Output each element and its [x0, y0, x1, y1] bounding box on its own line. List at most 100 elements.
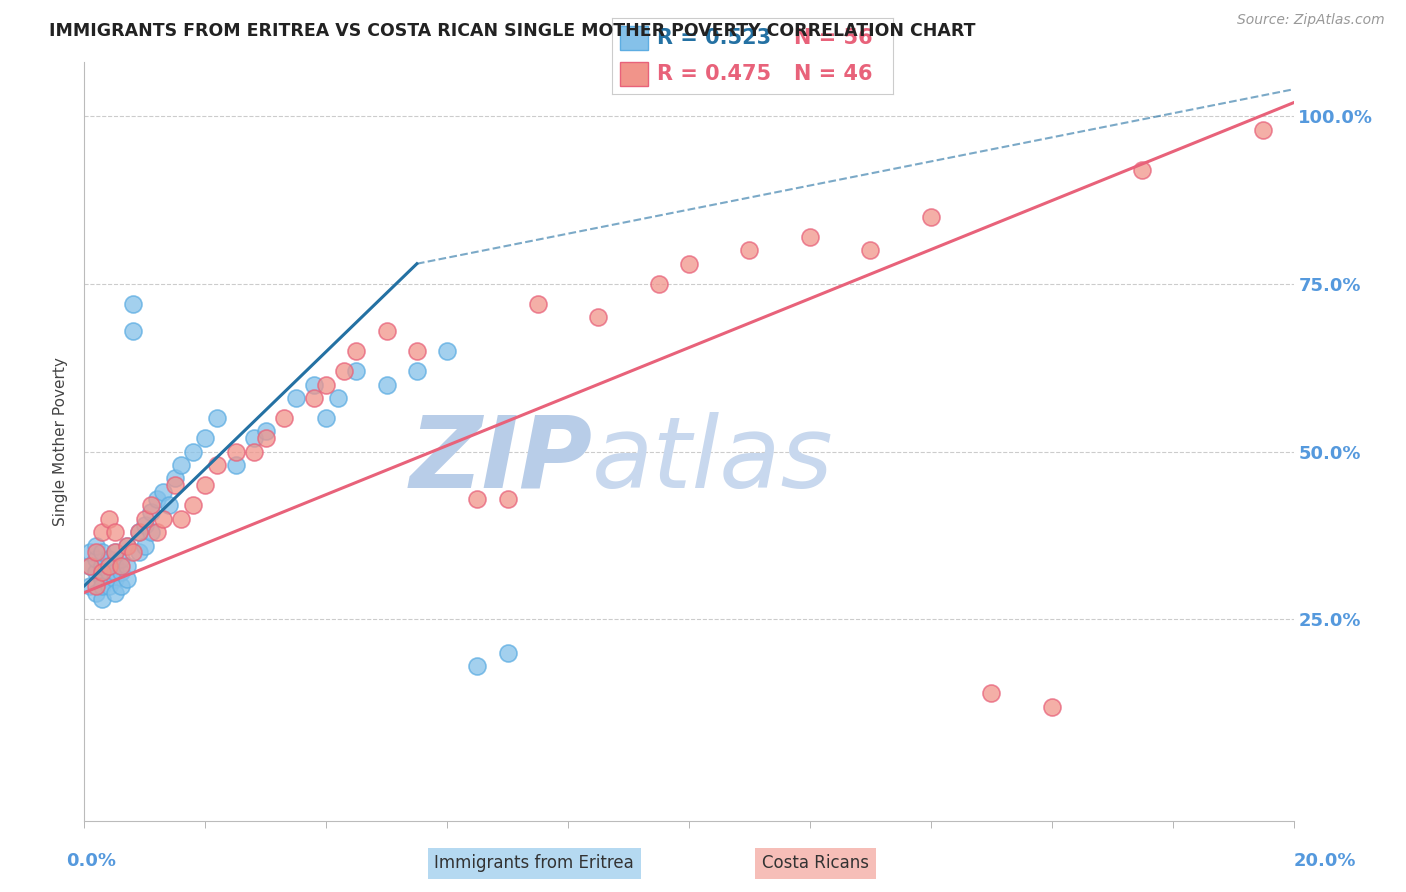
Point	[115, 572, 138, 586]
Point	[121, 297, 143, 311]
Text: N = 56: N = 56	[794, 29, 873, 48]
Text: Source: ZipAtlas.com: Source: ZipAtlas.com	[1237, 13, 1385, 28]
Point	[165, 471, 187, 485]
Point	[302, 377, 325, 392]
Point	[152, 484, 174, 499]
Point	[104, 545, 127, 559]
Point	[799, 230, 821, 244]
Point	[104, 558, 127, 573]
Point	[97, 558, 120, 573]
Point	[104, 585, 127, 599]
Point	[115, 558, 138, 573]
Point	[79, 558, 101, 573]
Point	[467, 659, 489, 673]
Point	[285, 391, 308, 405]
Point	[121, 545, 143, 559]
Point	[302, 391, 325, 405]
Point	[194, 431, 217, 445]
Text: 0.0%: 0.0%	[66, 852, 117, 870]
Point	[242, 444, 264, 458]
Point	[920, 210, 942, 224]
Text: 20.0%: 20.0%	[1294, 852, 1355, 870]
Point	[134, 518, 156, 533]
Point	[207, 458, 229, 472]
Point	[254, 425, 277, 439]
FancyBboxPatch shape	[620, 26, 648, 51]
Point	[128, 525, 150, 540]
Point	[181, 444, 204, 458]
Point	[467, 491, 489, 506]
Point	[91, 566, 114, 580]
Point	[436, 343, 458, 358]
Point	[738, 244, 761, 258]
Point	[121, 324, 143, 338]
Point	[496, 491, 519, 506]
Point	[79, 579, 101, 593]
Text: Immigrants from Eritrea: Immigrants from Eritrea	[434, 855, 634, 872]
Point	[104, 572, 127, 586]
Point	[225, 444, 247, 458]
Point	[115, 539, 138, 553]
Point	[110, 566, 132, 580]
Point	[273, 411, 295, 425]
Point	[406, 343, 429, 358]
Y-axis label: Single Mother Poverty: Single Mother Poverty	[53, 357, 69, 526]
Point	[678, 257, 700, 271]
Point	[79, 545, 101, 559]
Text: atlas: atlas	[592, 412, 834, 509]
Text: R = 0.523: R = 0.523	[657, 29, 770, 48]
Point	[97, 558, 120, 573]
Point	[134, 539, 156, 553]
Point	[1253, 122, 1275, 136]
Text: ZIP: ZIP	[409, 412, 592, 509]
Point	[1130, 162, 1153, 177]
Point	[859, 244, 882, 258]
Point	[110, 552, 132, 566]
Point	[115, 539, 138, 553]
Point	[181, 498, 204, 512]
Point	[170, 458, 193, 472]
Point	[254, 431, 277, 445]
Point	[406, 364, 429, 378]
Point	[86, 552, 108, 566]
Point	[146, 491, 169, 506]
Text: R = 0.475: R = 0.475	[657, 64, 770, 84]
Text: N = 46: N = 46	[794, 64, 873, 84]
Point	[139, 505, 162, 519]
Point	[91, 592, 114, 607]
Point	[157, 498, 180, 512]
Point	[333, 364, 356, 378]
Point	[139, 525, 162, 540]
Point	[128, 525, 150, 540]
Point	[146, 525, 169, 540]
Point	[194, 478, 217, 492]
Point	[134, 512, 156, 526]
Point	[97, 579, 120, 593]
Point	[86, 579, 108, 593]
Point	[375, 377, 398, 392]
Point	[97, 566, 120, 580]
Text: Costa Ricans: Costa Ricans	[762, 855, 869, 872]
Point	[980, 686, 1002, 700]
Point	[86, 545, 108, 559]
Point	[648, 277, 671, 291]
Point	[86, 566, 108, 580]
Point	[165, 478, 187, 492]
Point	[170, 512, 193, 526]
Point	[1040, 699, 1063, 714]
Point	[346, 364, 368, 378]
Point	[104, 566, 127, 580]
Point	[139, 498, 162, 512]
Point	[375, 324, 398, 338]
Point	[91, 558, 114, 573]
Point	[86, 585, 108, 599]
Point	[225, 458, 247, 472]
Point	[315, 377, 337, 392]
Point	[152, 512, 174, 526]
Point	[79, 558, 101, 573]
FancyBboxPatch shape	[620, 62, 648, 87]
Point	[242, 431, 264, 445]
Point	[527, 297, 550, 311]
Text: IMMIGRANTS FROM ERITREA VS COSTA RICAN SINGLE MOTHER POVERTY CORRELATION CHART: IMMIGRANTS FROM ERITREA VS COSTA RICAN S…	[49, 22, 976, 40]
Point	[128, 545, 150, 559]
